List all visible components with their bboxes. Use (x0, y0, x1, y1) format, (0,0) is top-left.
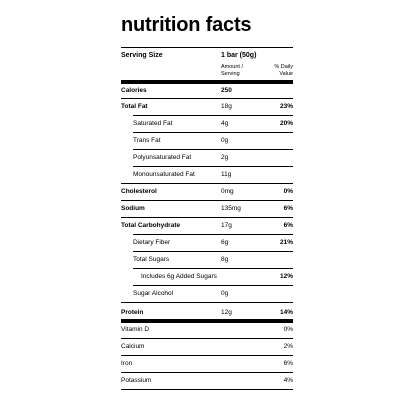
nutrient-divider-total-sugars (133, 268, 293, 269)
daily-value-column-header-text: % Daily Value (274, 64, 293, 78)
nutrient-divider-cholesterol (121, 200, 293, 201)
label-title: nutrition facts (121, 14, 252, 36)
nutrient-amount-total-sugars: 8g (221, 256, 229, 263)
nutrient-label-polyunsaturated-fat: Polyunsaturated Fat (133, 154, 192, 161)
nutrient-daily-value-sodium: 6% (283, 205, 293, 212)
nutrient-divider-potassium (121, 389, 293, 390)
nutrient-daily-value-iron: 6% (283, 360, 293, 367)
nutrient-label-trans-fat: Trans Fat (133, 137, 161, 144)
nutrient-amount-protein: 12g (221, 309, 232, 316)
nutrient-amount-trans-fat: 0g (221, 137, 229, 144)
amount-column-header: Amount / Serving (221, 64, 257, 78)
amount-column-header-text: Amount / Serving (221, 64, 244, 78)
nutrient-daily-value-protein: 14% (279, 309, 293, 316)
nutrient-amount-total-fat: 18g (221, 103, 232, 110)
nutrient-daily-value-vitamin-d: 0% (283, 326, 293, 333)
nutrient-daily-value-includes-6g-added-sugars: 12% (279, 273, 293, 280)
daily-value-column-header: % Daily Value (262, 64, 293, 78)
nutrient-label-calcium: Calcium (121, 343, 145, 350)
serving-divider (121, 47, 293, 48)
nutrient-label-vitamin-d: Vitamin D (121, 326, 150, 333)
nutrient-label-saturated-fat: Saturated Fat (133, 120, 173, 127)
nutrient-amount-saturated-fat: 4g (221, 120, 229, 127)
nutrient-divider-sodium (121, 217, 293, 218)
nutrient-amount-monounsaturated-fat: 11g (221, 171, 232, 178)
nutrient-label-potassium: Potassium (121, 377, 152, 384)
serving-size-label: Serving Size (121, 52, 163, 59)
nutrient-label-dietary-fiber: Dietary Fiber (133, 239, 171, 246)
nutrient-divider-calcium (121, 355, 293, 356)
nutrient-amount-sodium: 135mg (221, 205, 241, 212)
nutrient-divider-dietary-fiber (133, 251, 293, 252)
nutrient-divider-includes-6g-added-sugars (133, 285, 293, 286)
nutrient-amount-calories: 250 (221, 87, 232, 94)
nutrient-label-sugar-alcohol: Sugar Alcohol (133, 290, 174, 297)
nutrient-daily-value-total-carbohydrate: 6% (283, 222, 293, 229)
header-thick-rule (121, 80, 293, 84)
nutrient-daily-value-calcium: 2% (283, 343, 293, 350)
nutrient-divider-protein (121, 319, 293, 323)
nutrient-label-total-fat: Total Fat (121, 103, 148, 110)
nutrient-divider-sugar-alcohol (121, 302, 293, 303)
nutrient-label-monounsaturated-fat: Monounsaturated Fat (133, 171, 195, 178)
nutrient-label-includes-6g-added-sugars: Includes 6g Added Sugars (141, 273, 217, 280)
nutrient-divider-vitamin-d (121, 338, 293, 339)
nutrient-divider-monounsaturated-fat (121, 183, 293, 184)
nutrient-divider-polyunsaturated-fat (133, 166, 293, 167)
nutrient-daily-value-dietary-fiber: 21% (279, 239, 293, 246)
nutrient-amount-total-carbohydrate: 17g (221, 222, 232, 229)
nutrient-label-total-carbohydrate: Total Carbohydrate (121, 222, 181, 229)
nutrient-divider-trans-fat (133, 149, 293, 150)
nutrient-label-protein: Protein (121, 309, 144, 316)
nutrient-divider-total-carbohydrate (133, 234, 293, 235)
nutrient-amount-polyunsaturated-fat: 2g (221, 154, 229, 161)
nutrient-amount-sugar-alcohol: 0g (221, 290, 229, 297)
nutrient-amount-cholesterol: 0mg (221, 188, 234, 195)
nutrition-label-panel (107, 0, 309, 416)
nutrient-label-sodium: Sodium (121, 205, 145, 212)
nutrient-daily-value-cholesterol: 0% (283, 188, 293, 195)
nutrient-label-cholesterol: Cholesterol (121, 188, 157, 195)
nutrient-amount-dietary-fiber: 6g (221, 239, 229, 246)
nutrient-label-iron: Iron (121, 360, 133, 367)
nutrient-label-total-sugars: Total Sugars (133, 256, 170, 263)
nutrient-daily-value-total-fat: 23% (279, 103, 293, 110)
nutrient-daily-value-saturated-fat: 20% (279, 120, 293, 127)
nutrient-divider-iron (121, 372, 293, 373)
nutrient-divider-calories (121, 98, 293, 99)
nutrient-divider-saturated-fat (133, 132, 293, 133)
nutrient-daily-value-potassium: 4% (283, 377, 293, 384)
serving-size-value: 1 bar (50g) (221, 52, 257, 59)
nutrient-divider-total-fat (133, 115, 293, 116)
nutrient-label-calories: Calories (121, 87, 147, 94)
